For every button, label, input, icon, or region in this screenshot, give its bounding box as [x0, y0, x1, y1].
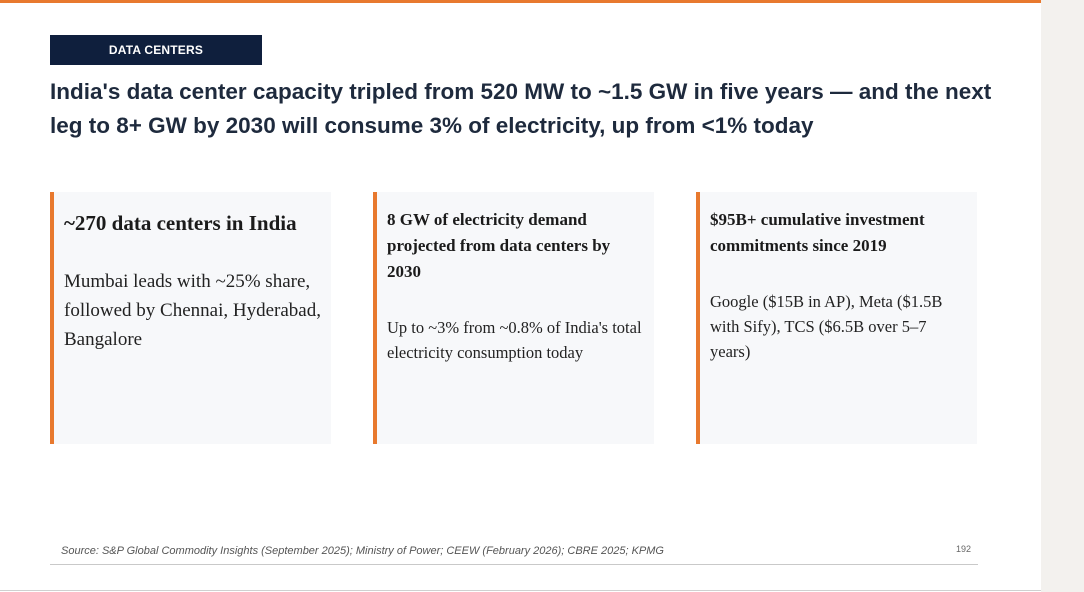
- source-note: Source: S&P Global Commodity Insights (S…: [61, 545, 664, 557]
- card-title: ~270 data centers in India: [64, 211, 297, 235]
- slide: DATA CENTERS India's data center capacit…: [0, 0, 1041, 592]
- right-margin-panel: [1041, 0, 1084, 592]
- slide-headline: India's data center capacity tripled fro…: [50, 79, 992, 138]
- card-body: Up to ~3% from ~0.8% of India's total el…: [387, 318, 642, 362]
- stat-card-investment: $95B+ cumulative investment commitments …: [696, 192, 977, 444]
- stat-card-data-centers: ~270 data centers in India Mumbai leads …: [50, 192, 331, 444]
- stat-card-electricity-demand: 8 GW of electricity demand projected fro…: [373, 192, 654, 444]
- top-accent-rule: [0, 0, 1041, 3]
- section-tag: DATA CENTERS: [50, 35, 262, 65]
- card-body: Google ($15B in AP), Meta ($1.5B with Si…: [710, 292, 943, 361]
- card-title: $95B+ cumulative investment commitments …: [710, 210, 925, 255]
- card-title: 8 GW of electricity demand projected fro…: [387, 210, 611, 281]
- bottom-divider: [0, 590, 1041, 591]
- card-body: Mumbai leads with ~25% share, followed b…: [64, 271, 321, 350]
- page-number: 192: [956, 544, 972, 554]
- footer-divider: [50, 564, 978, 565]
